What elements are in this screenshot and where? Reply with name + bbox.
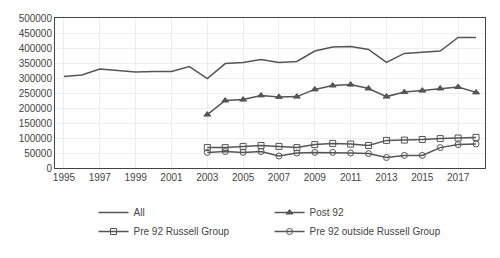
svg-text:Pre 92 Russell Group: Pre 92 Russell Group xyxy=(134,226,230,237)
svg-text:Post 92: Post 92 xyxy=(310,207,344,218)
svg-text:400000: 400000 xyxy=(19,43,53,54)
svg-text:450000: 450000 xyxy=(19,28,53,39)
svg-text:2005: 2005 xyxy=(232,172,255,183)
svg-text:2001: 2001 xyxy=(160,172,183,183)
svg-text:0: 0 xyxy=(46,163,52,174)
svg-text:200000: 200000 xyxy=(19,103,53,114)
svg-text:2017: 2017 xyxy=(447,172,470,183)
svg-text:350000: 350000 xyxy=(19,58,53,69)
svg-text:1997: 1997 xyxy=(89,172,112,183)
svg-text:100000: 100000 xyxy=(19,133,53,144)
svg-text:2003: 2003 xyxy=(196,172,219,183)
svg-text:2013: 2013 xyxy=(375,172,398,183)
svg-text:2015: 2015 xyxy=(411,172,434,183)
svg-text:2007: 2007 xyxy=(268,172,291,183)
svg-text:1999: 1999 xyxy=(125,172,148,183)
svg-text:1995: 1995 xyxy=(53,172,76,183)
svg-text:300000: 300000 xyxy=(19,73,53,84)
svg-text:500000: 500000 xyxy=(19,13,53,24)
svg-text:150000: 150000 xyxy=(19,118,53,129)
svg-text:All: All xyxy=(134,207,145,218)
svg-text:2009: 2009 xyxy=(304,172,327,183)
svg-text:250000: 250000 xyxy=(19,88,53,99)
svg-text:2011: 2011 xyxy=(340,172,362,183)
svg-text:50000: 50000 xyxy=(24,148,52,159)
svg-text:Pre 92 outside Russell Group: Pre 92 outside Russell Group xyxy=(310,226,441,237)
